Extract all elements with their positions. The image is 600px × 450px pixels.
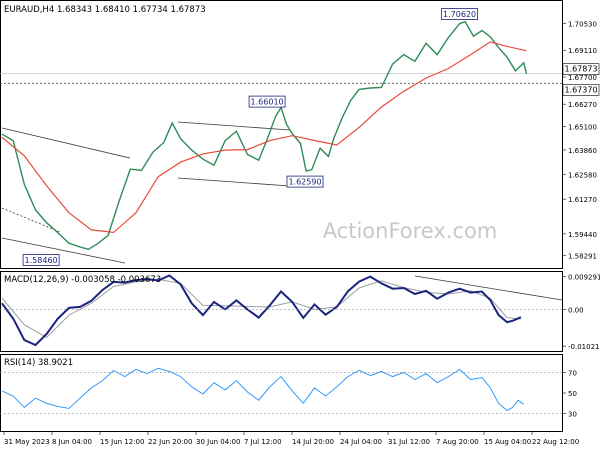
time-axis-label: 15 Aug 04:00 bbox=[484, 438, 531, 446]
price-callout-box bbox=[286, 175, 324, 188]
channel-line-dashed bbox=[1, 207, 61, 233]
price-axis-tick-label: 1.59440 bbox=[568, 231, 597, 239]
time-axis-label: 31 Jul 12:00 bbox=[388, 438, 430, 446]
price-callout-label: 1.70620 bbox=[443, 10, 476, 19]
time-axis-label: 15 Jun 12:00 bbox=[100, 438, 144, 446]
time-axis-label: 24 Jul 04:00 bbox=[340, 438, 382, 446]
symbol-header: EURAUD,H4 1.68343 1.68410 1.67734 1.6787… bbox=[4, 5, 206, 15]
price-callout-label: 1.66010 bbox=[251, 98, 284, 107]
level-price-label: 1.67370 bbox=[564, 85, 597, 94]
price-callout-box bbox=[22, 254, 60, 266]
trendlines bbox=[1, 121, 563, 301]
time-axis-label: 8 Jun 04:00 bbox=[52, 438, 92, 446]
price-axis-tick-label: 1.58291 bbox=[568, 253, 597, 261]
flag-line-lower bbox=[177, 177, 291, 187]
macd-axis-tick-label: 0.00 bbox=[568, 307, 584, 315]
macd-axis-tick-label: 0.009291 bbox=[568, 274, 600, 282]
price-callout-box bbox=[248, 95, 286, 108]
rsi-line bbox=[1, 367, 524, 412]
price-series-line bbox=[1, 20, 528, 251]
rsi-axis-tick-label: 50 bbox=[568, 390, 577, 398]
price-callout-box bbox=[441, 8, 479, 21]
current-price-box bbox=[562, 63, 600, 76]
current-price-label: 1.67873 bbox=[564, 65, 597, 74]
rsi-axis: 70 50 30 bbox=[562, 369, 577, 419]
time-axis: 31 May 2023 8 Jun 04:00 15 Jun 12:00 22 Jun… bbox=[3, 431, 579, 446]
watermark: ActionForex.com bbox=[323, 219, 498, 243]
moving-average-line bbox=[1, 41, 527, 234]
price-axis-tick-label: 1.70530 bbox=[568, 20, 597, 28]
price-axis-tick-label: 1.67700 bbox=[568, 74, 597, 82]
level-price-box bbox=[562, 84, 600, 96]
macd-axis-tick-label: -0.010211 bbox=[568, 343, 600, 351]
price-axis-tick-label: 1.66270 bbox=[568, 101, 597, 109]
time-axis-label: 31 May 2023 bbox=[4, 438, 50, 446]
price-axis-tick-label: 1.63860 bbox=[568, 147, 597, 155]
time-axis-label: 22 Jun 20:00 bbox=[148, 438, 192, 446]
price-axis-tick-label: 1.62580 bbox=[568, 171, 597, 179]
time-axis-label: 7 Aug 20:00 bbox=[436, 438, 479, 446]
rsi-title: RSI(14) 38.9021 bbox=[4, 358, 73, 368]
price-axis-tick-label: 1.65100 bbox=[568, 123, 597, 131]
macd-trendline bbox=[414, 275, 563, 301]
price-callouts: 1.58460 1.66010 1.62590 1.70620 bbox=[22, 8, 479, 266]
macd-axis: 0.009291 0.00 -0.010211 bbox=[562, 274, 600, 351]
price-axis-tick-label: 1.69110 bbox=[568, 47, 597, 55]
price-callout-label: 1.58460 bbox=[25, 256, 58, 265]
rsi-axis-tick-label: 30 bbox=[568, 411, 577, 419]
price-callout-label: 1.62590 bbox=[288, 178, 321, 187]
channel-line-lower-1 bbox=[1, 237, 126, 264]
time-axis-label: 7 Jul 12:00 bbox=[244, 438, 282, 446]
time-axis-label: 14 Jul 20:00 bbox=[292, 438, 334, 446]
rsi-axis-tick-label: 70 bbox=[568, 369, 577, 377]
price-panel-frame bbox=[0, 0, 563, 269]
channel-line-upper-1 bbox=[1, 127, 131, 159]
price-axis-tick-label: 1.61270 bbox=[568, 196, 597, 204]
macd-panel-frame bbox=[0, 271, 563, 352]
price-axis: 1.70530 1.69110 1.67700 1.66270 1.65100 1.638… bbox=[562, 20, 597, 261]
time-axis-label: 30 Jun 04:00 bbox=[196, 438, 240, 446]
macd-line bbox=[1, 274, 522, 347]
macd-title: MACD(12,26,9) -0.003058 -0.003673 bbox=[4, 275, 161, 285]
macd-signal-line bbox=[1, 278, 521, 339]
rsi-panel-frame bbox=[0, 354, 563, 432]
time-axis-label: 22 Aug 12:00 bbox=[532, 438, 579, 446]
